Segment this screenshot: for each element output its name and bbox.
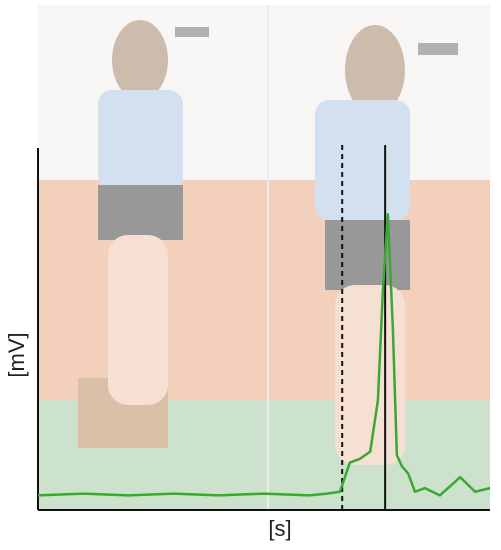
background-photo [38, 5, 490, 510]
y-axis-label: [mV] [4, 332, 29, 377]
signal-line [37, 213, 491, 497]
x-axis-label: [s] [268, 516, 291, 541]
